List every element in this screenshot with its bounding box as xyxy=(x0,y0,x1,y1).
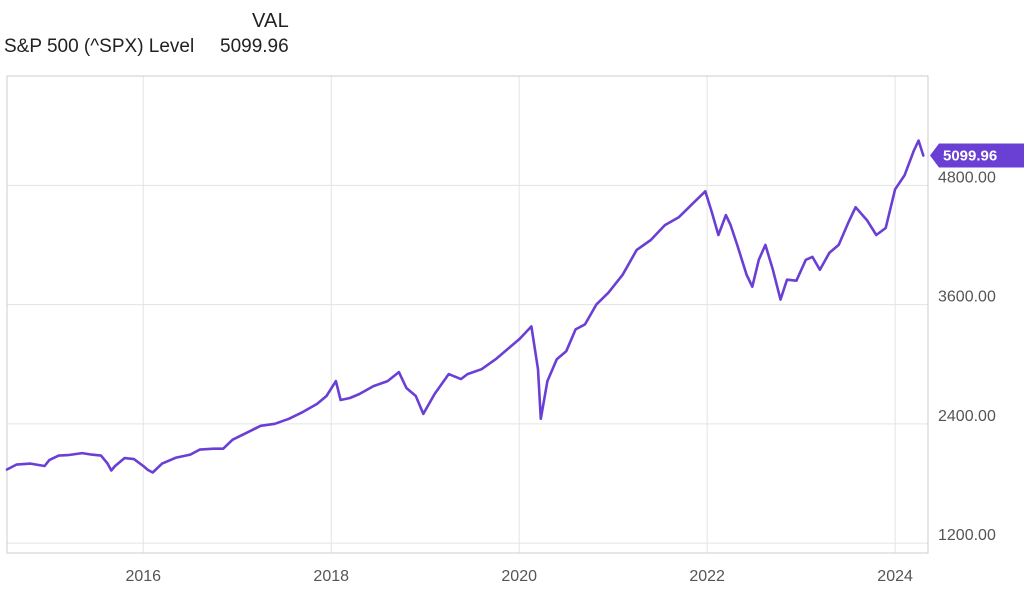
last-value-label: 5099.96 xyxy=(943,148,997,165)
y-tick-label: 4800.00 xyxy=(938,169,996,186)
series-line-spx xyxy=(5,139,925,474)
last-value-tag-bg xyxy=(930,143,1024,168)
legend-series-value: 5099.96 xyxy=(220,36,289,57)
x-tick-label: 2024 xyxy=(877,568,913,585)
y-tick-label: 2400.00 xyxy=(938,408,996,425)
x-tick-label: 2016 xyxy=(125,568,161,585)
x-tick-label: 2018 xyxy=(313,568,349,585)
legend-header: VAL S&P 500 (^SPX) Level 5099.96 xyxy=(0,8,300,60)
grid-lines xyxy=(7,76,928,553)
x-tick-label: 2022 xyxy=(689,568,725,585)
y-tick-label: 3600.00 xyxy=(938,289,996,306)
plot-frame xyxy=(6,75,929,554)
legend-series-name: S&P 500 (^SPX) Level xyxy=(4,36,195,57)
legend-column-title: VAL xyxy=(252,10,289,32)
x-axis-ticks: 2016 2018 2020 2022 2024 xyxy=(125,568,913,585)
last-value-tag: 5099.96 xyxy=(930,143,1024,168)
y-tick-label: 1200.00 xyxy=(938,527,996,544)
x-tick-label: 2020 xyxy=(501,568,537,585)
series-layer xyxy=(5,139,925,474)
y-axis-ticks: 1200.00 2400.00 3600.00 4800.00 xyxy=(938,169,996,544)
